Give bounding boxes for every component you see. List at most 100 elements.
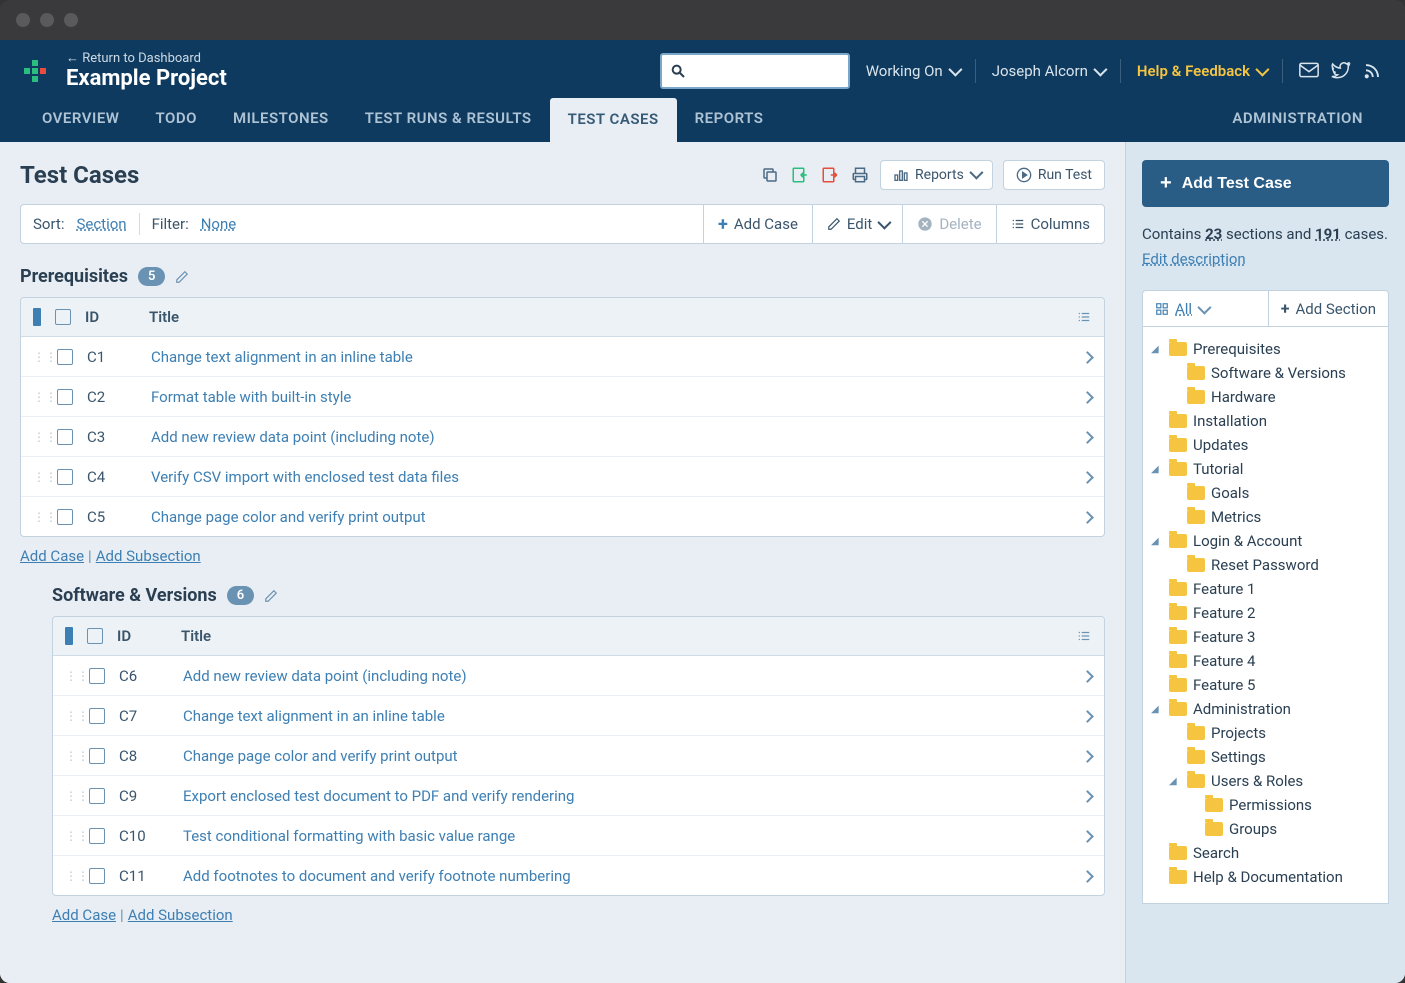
table-row[interactable]: ⋮⋮ C7 Change text alignment in an inline…	[53, 696, 1104, 736]
tree-node[interactable]: Hardware	[1151, 385, 1380, 409]
search-input[interactable]	[660, 53, 850, 89]
row-checkbox[interactable]	[89, 668, 105, 684]
table-row[interactable]: ⋮⋮ C6 Add new review data point (includi…	[53, 656, 1104, 696]
tree-node[interactable]: Settings	[1151, 745, 1380, 769]
case-title[interactable]: Format table with built-in style	[151, 388, 1069, 406]
row-checkbox[interactable]	[89, 748, 105, 764]
row-checkbox[interactable]	[89, 708, 105, 724]
drag-handle-icon[interactable]: ⋮⋮	[65, 829, 75, 843]
tree-node[interactable]: Installation	[1151, 409, 1380, 433]
drag-handle-icon[interactable]: ⋮⋮	[33, 430, 43, 444]
tree-node[interactable]: Feature 4	[1151, 649, 1380, 673]
expand-icon[interactable]: ◢	[1151, 344, 1163, 355]
rss-icon[interactable]	[1363, 62, 1381, 80]
tree-node[interactable]: Metrics	[1151, 505, 1380, 529]
tree-node[interactable]: Projects	[1151, 721, 1380, 745]
drag-handle-icon[interactable]: ⋮⋮	[33, 470, 43, 484]
case-title[interactable]: Verify CSV import with enclosed test dat…	[151, 468, 1069, 486]
case-title[interactable]: Change text alignment in an inline table	[151, 348, 1069, 366]
table-row[interactable]: ⋮⋮ C1 Change text alignment in an inline…	[21, 337, 1104, 377]
tab-milestones[interactable]: MILESTONES	[215, 97, 347, 142]
tree-node[interactable]: Feature 1	[1151, 577, 1380, 601]
mail-icon[interactable]	[1299, 62, 1319, 80]
max-dot[interactable]	[64, 13, 78, 27]
runtest-button[interactable]: Run Test	[1003, 160, 1105, 190]
select-all-checkbox[interactable]	[87, 628, 103, 644]
row-checkbox[interactable]	[57, 429, 73, 445]
user-dropdown[interactable]: Joseph Alcorn	[992, 62, 1104, 80]
tree-node[interactable]: Help & Documentation	[1151, 865, 1380, 889]
table-row[interactable]: ⋮⋮ C4 Verify CSV import with enclosed te…	[21, 457, 1104, 497]
tree-node[interactable]: Permissions	[1151, 793, 1380, 817]
drag-handle-icon[interactable]: ⋮⋮	[65, 749, 75, 763]
table-row[interactable]: ⋮⋮ C8 Change page color and verify print…	[53, 736, 1104, 776]
expand-icon[interactable]: ◢	[1151, 536, 1163, 547]
add-section-button[interactable]: +Add Section	[1268, 291, 1388, 326]
tree-node[interactable]: Search	[1151, 841, 1380, 865]
tab-todo[interactable]: TODO	[137, 97, 214, 142]
help-feedback-dropdown[interactable]: Help & Feedback	[1137, 62, 1266, 80]
row-checkbox[interactable]	[57, 509, 73, 525]
tree-all-dropdown[interactable]: All	[1143, 291, 1268, 326]
case-title[interactable]: Add new review data point (including not…	[151, 428, 1069, 446]
tree-node[interactable]: ◢Prerequisites	[1151, 337, 1380, 361]
working-on-dropdown[interactable]: Working On	[866, 62, 959, 80]
row-checkbox[interactable]	[89, 788, 105, 804]
expand-icon[interactable]: ◢	[1151, 704, 1163, 715]
delete-button[interactable]: Delete	[902, 205, 995, 243]
tree-node[interactable]: Reset Password	[1151, 553, 1380, 577]
add-subsection-link[interactable]: Add Subsection	[96, 547, 201, 565]
row-checkbox[interactable]	[89, 828, 105, 844]
add-case-button[interactable]: +Add Case	[703, 205, 812, 243]
drag-handle-icon[interactable]: ⋮⋮	[65, 869, 75, 883]
tree-node[interactable]: ◢Administration	[1151, 697, 1380, 721]
drag-handle-icon[interactable]: ⋮⋮	[33, 510, 43, 524]
copy-icon[interactable]	[760, 165, 780, 185]
drag-handle-icon[interactable]: ⋮⋮	[33, 350, 43, 364]
filter-value[interactable]: None	[201, 215, 237, 233]
case-title[interactable]: Export enclosed test document to PDF and…	[183, 787, 1069, 805]
tree-node[interactable]: Updates	[1151, 433, 1380, 457]
columns-icon[interactable]	[1076, 629, 1092, 643]
tree-node[interactable]: Goals	[1151, 481, 1380, 505]
drag-handle-icon[interactable]: ⋮⋮	[65, 709, 75, 723]
case-title[interactable]: Change page color and verify print outpu…	[183, 747, 1069, 765]
print-icon[interactable]	[850, 165, 870, 185]
table-row[interactable]: ⋮⋮ C5 Change page color and verify print…	[21, 497, 1104, 536]
edit-section-icon[interactable]	[175, 270, 189, 284]
import-icon[interactable]	[790, 165, 810, 185]
tree-node[interactable]: Software & Versions	[1151, 361, 1380, 385]
tree-node[interactable]: Feature 2	[1151, 601, 1380, 625]
row-checkbox[interactable]	[57, 349, 73, 365]
return-dashboard-link[interactable]: ← Return to Dashboard	[66, 50, 227, 66]
reports-button[interactable]: Reports	[880, 160, 993, 190]
select-all-checkbox[interactable]	[55, 309, 71, 325]
drag-handle-icon[interactable]: ⋮⋮	[65, 669, 75, 683]
case-title[interactable]: Change text alignment in an inline table	[183, 707, 1069, 725]
drag-handle-icon[interactable]: ⋮⋮	[65, 789, 75, 803]
case-title[interactable]: Test conditional formatting with basic v…	[183, 827, 1069, 845]
expand-icon[interactable]: ◢	[1151, 464, 1163, 475]
tab-admin[interactable]: ADMINISTRATION	[1214, 97, 1381, 142]
close-dot[interactable]	[16, 13, 30, 27]
add-case-link[interactable]: Add Case	[52, 906, 116, 924]
expand-icon[interactable]: ◢	[1169, 776, 1181, 787]
table-row[interactable]: ⋮⋮ C9 Export enclosed test document to P…	[53, 776, 1104, 816]
case-title[interactable]: Add new review data point (including not…	[183, 667, 1069, 685]
columns-icon[interactable]	[1076, 310, 1092, 324]
twitter-icon[interactable]	[1331, 62, 1351, 80]
add-subsection-link[interactable]: Add Subsection	[128, 906, 233, 924]
case-title[interactable]: Add footnotes to document and verify foo…	[183, 867, 1069, 885]
tab-testruns[interactable]: TEST RUNS & RESULTS	[347, 97, 550, 142]
add-case-link[interactable]: Add Case	[20, 547, 84, 565]
columns-button[interactable]: Columns	[996, 205, 1104, 243]
edit-button[interactable]: Edit	[812, 205, 902, 243]
tree-node[interactable]: ◢Tutorial	[1151, 457, 1380, 481]
edit-section-icon[interactable]	[264, 589, 278, 603]
tab-testcases[interactable]: TEST CASES	[550, 98, 677, 143]
row-checkbox[interactable]	[89, 868, 105, 884]
row-checkbox[interactable]	[57, 469, 73, 485]
tree-node[interactable]: Feature 5	[1151, 673, 1380, 697]
tree-node[interactable]: ◢Users & Roles	[1151, 769, 1380, 793]
table-row[interactable]: ⋮⋮ C3 Add new review data point (includi…	[21, 417, 1104, 457]
